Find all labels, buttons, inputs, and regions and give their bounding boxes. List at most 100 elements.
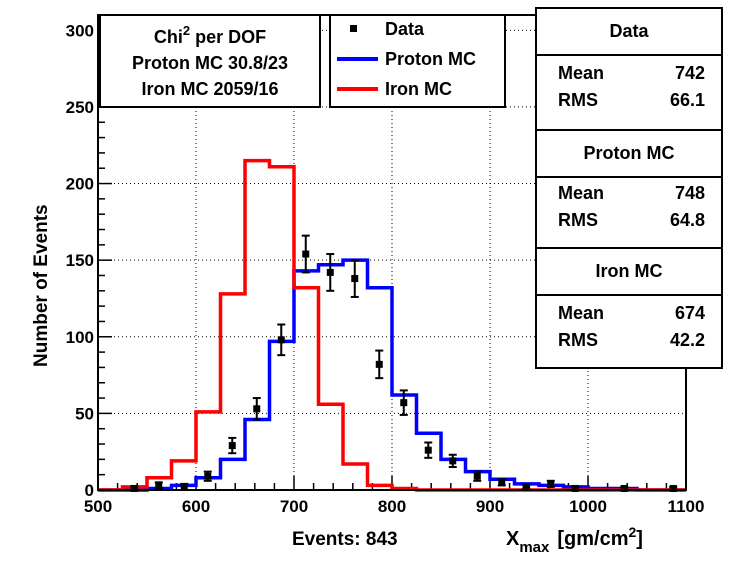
y-tick-label: 200 <box>66 175 94 194</box>
x-axis-label: Xmax [gm/cm2] <box>506 524 643 556</box>
y-tick-label: 50 <box>75 404 94 423</box>
data-point <box>301 234 310 274</box>
stats-iron-title-box <box>535 247 723 296</box>
data-marker <box>155 481 163 489</box>
stats-proton-mean: 748 <box>675 183 705 203</box>
data-point <box>203 470 212 482</box>
data-points <box>130 234 678 492</box>
data-marker <box>351 275 359 283</box>
stats-data-box: Data Mean 742 RMS 66.1 <box>535 7 723 131</box>
chi2-title: Chi2 per DOF <box>154 23 266 47</box>
stats-proton-title: Proton MC <box>584 143 675 163</box>
data-marker <box>473 472 481 480</box>
stats-data-rms-label: RMS <box>558 90 598 110</box>
stats-data-mean: 742 <box>675 63 705 83</box>
legend: Data Proton MC Iron MC <box>329 14 506 108</box>
data-point <box>375 349 384 380</box>
data-marker <box>277 336 285 344</box>
data-point <box>522 483 531 491</box>
data-point <box>350 259 359 298</box>
x-tick-label: 900 <box>476 497 504 516</box>
legend-proton-label: Proton MC <box>385 49 476 69</box>
data-marker <box>449 457 457 465</box>
chi2-box-frame <box>99 14 321 108</box>
data-marker <box>620 484 628 492</box>
x-tick-label: 700 <box>280 497 308 516</box>
stats-proton-rms: 64.8 <box>670 210 705 230</box>
data-marker <box>375 360 383 368</box>
data-marker <box>498 478 506 486</box>
data-marker <box>253 405 261 413</box>
chi2-title-rest: per DOF <box>190 27 266 47</box>
stats-proton-rms-label: RMS <box>558 210 598 230</box>
stats-iron-box: Iron MC Mean 674 RMS 42.2 <box>535 247 723 369</box>
events-count-label: Events: 843 <box>292 529 398 550</box>
data-point <box>497 478 506 487</box>
stats-proton-title-box <box>535 129 723 178</box>
data-point <box>252 397 261 421</box>
stats-proton-values-box <box>535 176 723 249</box>
x-axis-label-units-close: ] <box>636 528 643 550</box>
data-point <box>424 441 433 459</box>
stats-iron-rms: 42.2 <box>670 330 705 350</box>
stats-iron-mean: 674 <box>675 303 705 323</box>
stats-iron-rms-label: RMS <box>558 330 598 350</box>
stats-proton-box: Proton MC Mean 748 RMS 64.8 <box>535 129 723 249</box>
data-point <box>399 389 408 416</box>
data-point <box>448 453 457 469</box>
data-marker <box>522 483 530 491</box>
x-tick-label: 800 <box>378 497 406 516</box>
legend-data-label: Data <box>385 19 425 39</box>
stats-proton-mean-label: Mean <box>558 183 604 203</box>
x-axis-label-units-sup: 2 <box>629 524 637 540</box>
data-marker <box>669 484 677 492</box>
data-point <box>473 470 482 482</box>
data-point <box>326 253 335 292</box>
x-tick-label: 1000 <box>569 497 607 516</box>
x-tick-label: 500 <box>84 497 112 516</box>
x-tick-label: 1100 <box>668 497 705 516</box>
data-marker <box>130 484 138 492</box>
data-marker <box>547 480 555 488</box>
chi2-proton: Proton MC 30.8/23 <box>132 53 288 73</box>
y-tick-label: 0 <box>85 481 94 500</box>
x-axis-label-units: [gm/cm <box>557 528 628 550</box>
stats-data-rms: 66.1 <box>670 90 705 110</box>
data-point <box>228 436 237 455</box>
stats-data-mean-label: Mean <box>558 63 604 83</box>
data-point <box>546 479 555 488</box>
y-tick-label: 300 <box>66 21 94 40</box>
data-point <box>154 481 163 490</box>
data-marker <box>424 446 432 454</box>
x-axis-label-sub: max <box>519 539 550 556</box>
stats-data-title: Data <box>609 21 649 41</box>
data-marker <box>204 472 212 480</box>
y-tick-label: 150 <box>66 251 94 270</box>
legend-data-marker <box>350 25 357 32</box>
chi2-box: Chi2 per DOF Proton MC 30.8/23 Iron MC 2… <box>99 14 321 108</box>
chi2-iron: Iron MC 2059/16 <box>141 79 278 99</box>
x-tick-label: 600 <box>182 497 210 516</box>
data-marker <box>326 268 334 276</box>
legend-iron-label: Iron MC <box>385 79 452 99</box>
stats-data-title-box <box>535 7 723 56</box>
data-marker <box>228 442 236 450</box>
tick-labels: 500 600 700 800 900 1000 1100 0 50 100 150 200 250 30… <box>66 21 705 516</box>
x-axis-label-main: X <box>506 528 520 550</box>
data-marker <box>571 484 579 492</box>
data-point <box>277 323 286 357</box>
chi2-title-sup: 2 <box>183 23 190 38</box>
y-tick-label: 250 <box>66 98 94 117</box>
data-marker <box>302 250 310 258</box>
data-marker <box>400 399 408 407</box>
stats-iron-values-box <box>535 294 723 369</box>
stats-iron-title: Iron MC <box>596 261 663 281</box>
stats-iron-mean-label: Mean <box>558 303 604 323</box>
y-tick-label: 100 <box>66 328 94 347</box>
stats-data-values-box <box>535 54 723 131</box>
y-axis-label: Number of Events <box>31 204 52 367</box>
data-marker <box>180 483 188 491</box>
proton-mc-histogram <box>98 258 686 492</box>
